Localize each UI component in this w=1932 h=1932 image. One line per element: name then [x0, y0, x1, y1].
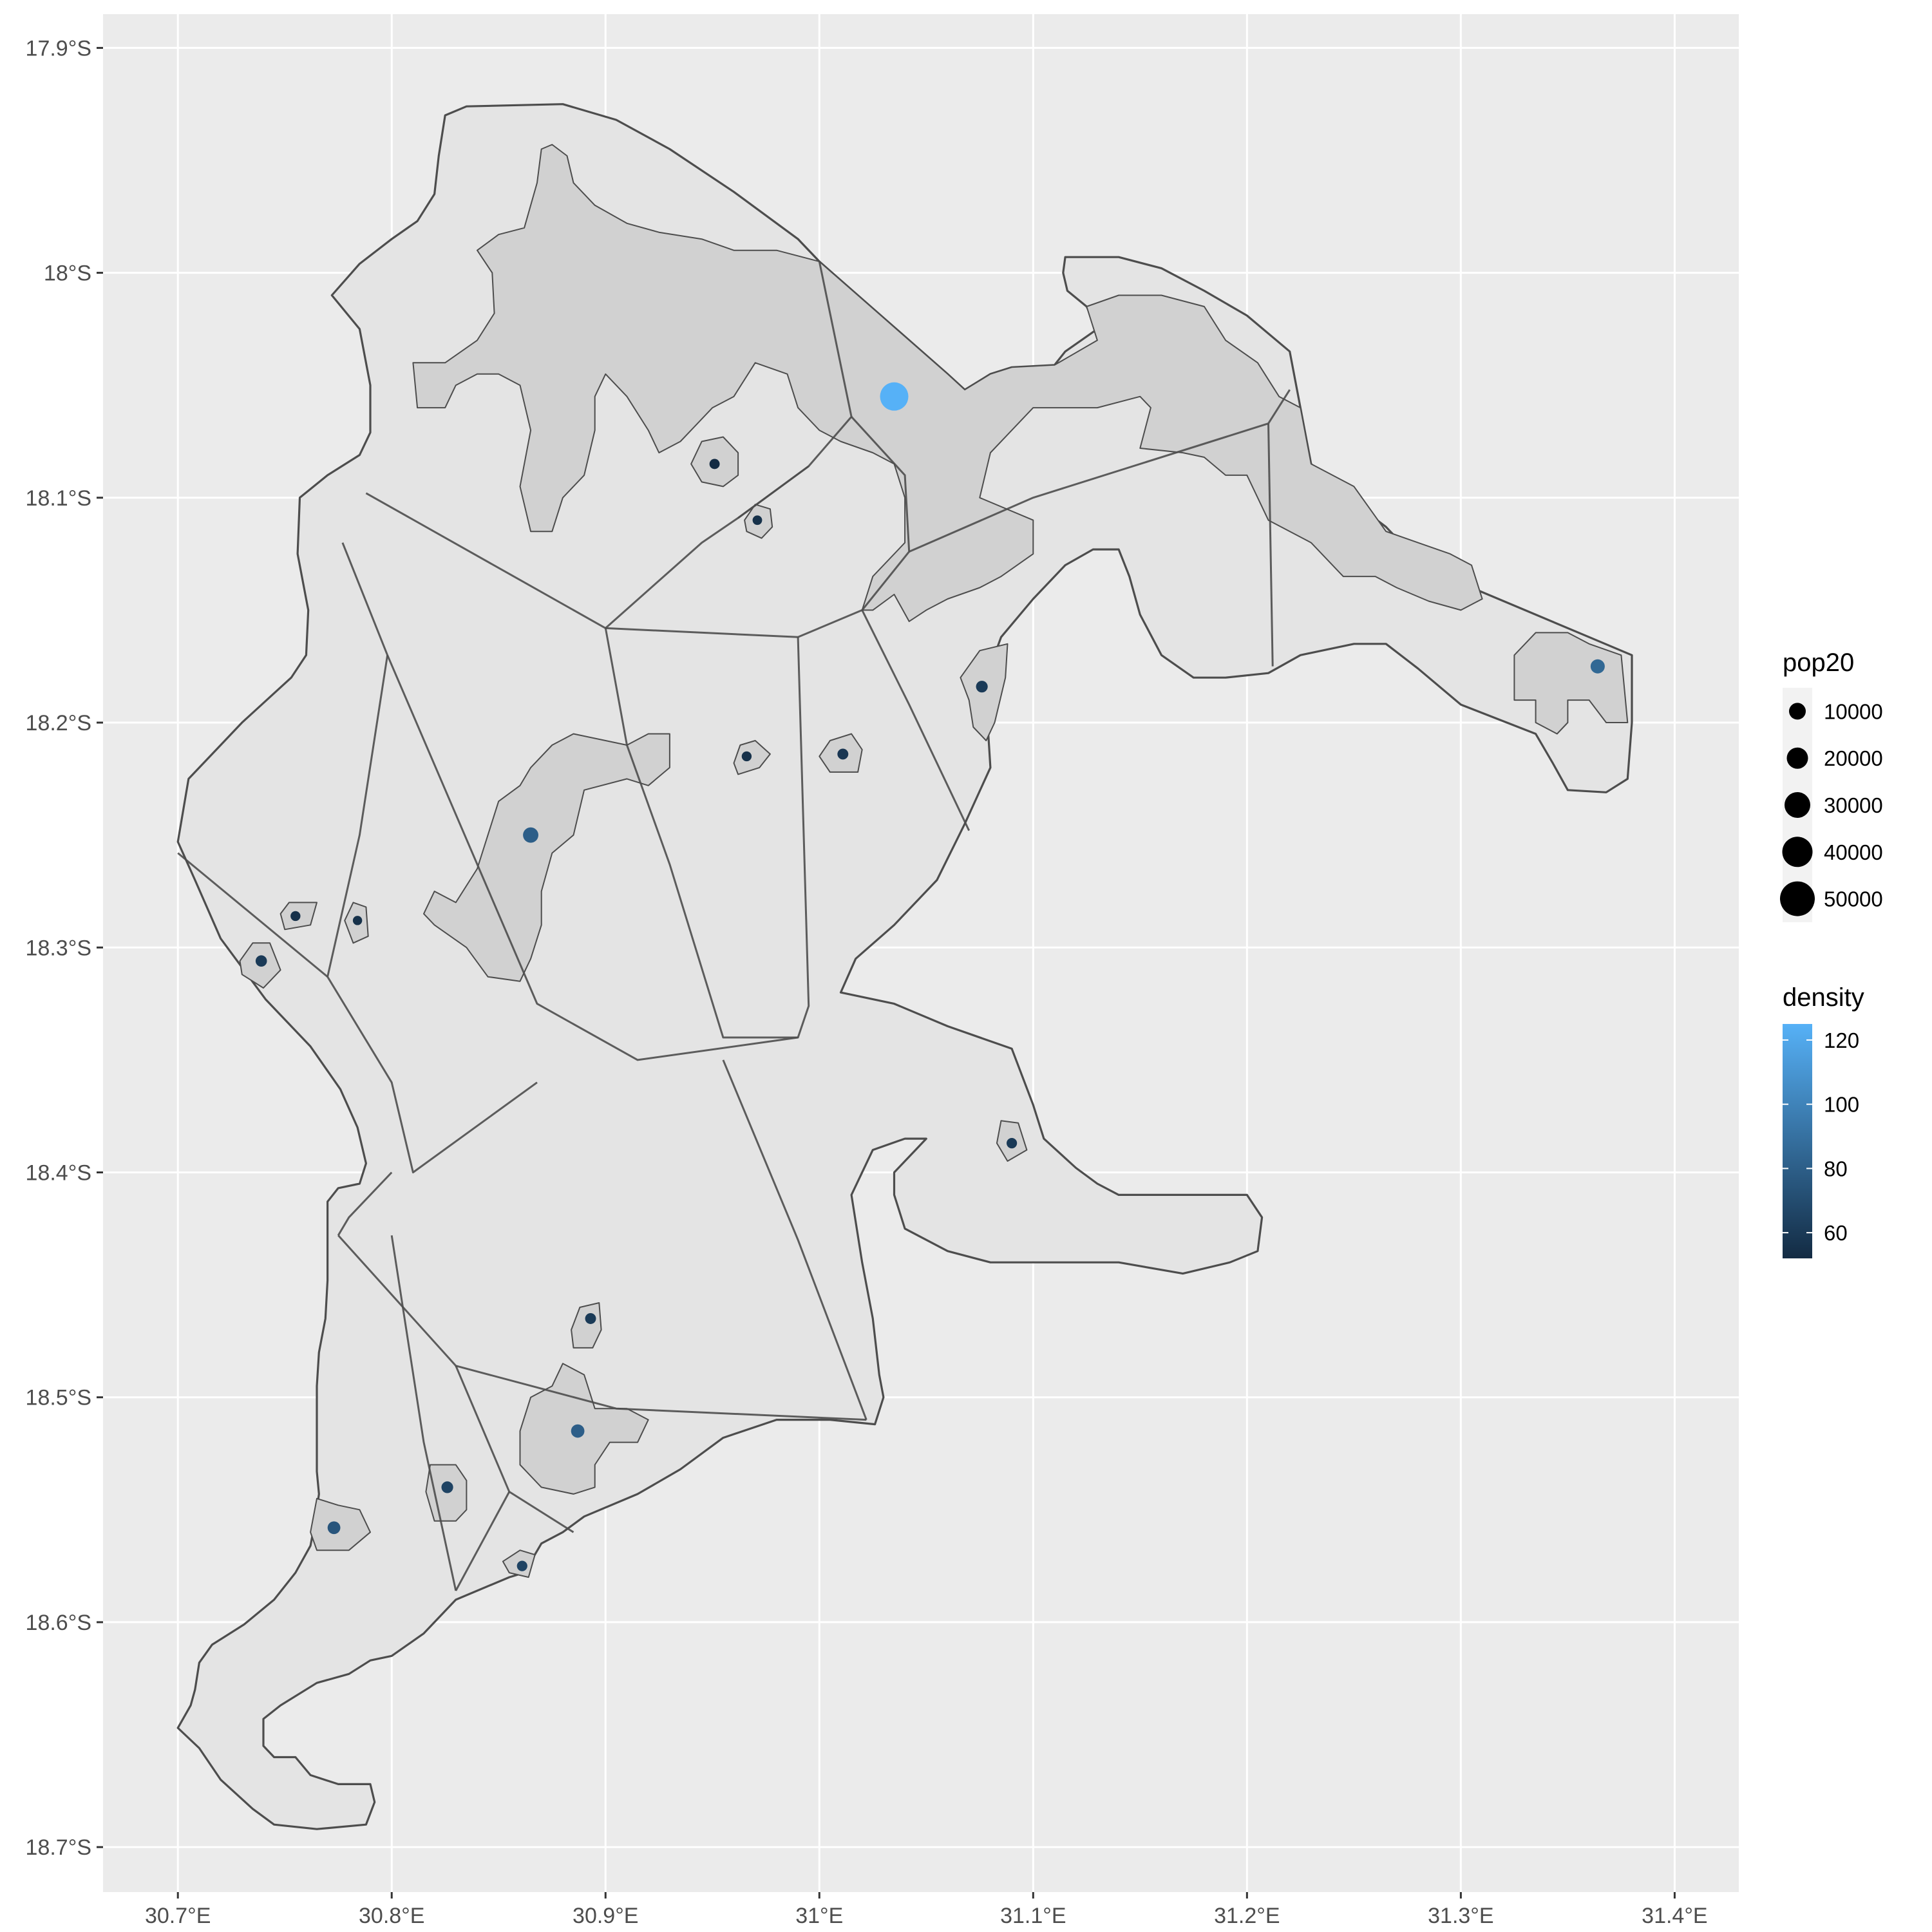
pop20-legend: pop20 10000 20000 30000 40000 50000: [1780, 649, 1883, 922]
population-point-1: [709, 459, 720, 469]
pop20-legend-label-1: 20000: [1824, 746, 1883, 770]
x-tick-label-6: 31.3°E: [1428, 1904, 1493, 1928]
pop20-legend-key-0: [1789, 703, 1806, 720]
settlement-3: [960, 643, 1009, 741]
y-tick-label-8: 18.7°S: [26, 1835, 91, 1860]
population-point-0: [880, 382, 909, 411]
density-legend-title: density: [1783, 983, 1864, 1012]
population-point-4: [1590, 659, 1605, 674]
y-tick-label-4: 18.3°S: [26, 936, 91, 960]
population-point-3: [976, 681, 988, 693]
settlement-14: [310, 1497, 371, 1551]
boundary-line-3: [850, 416, 911, 611]
population-points: [255, 382, 1605, 1571]
pop20-legend-label-3: 40000: [1824, 840, 1883, 864]
settlements-layer: [239, 144, 1629, 1578]
population-point-5: [741, 751, 752, 762]
density-legend: density 60 80 100 120: [1783, 983, 1864, 1258]
boundary-line-8: [604, 628, 799, 1039]
population-point-7: [523, 827, 538, 843]
settlement-4: [1513, 632, 1629, 735]
population-point-9: [352, 916, 363, 925]
population-point-2: [752, 515, 762, 526]
boundary-line-11: [722, 1059, 867, 1421]
pop20-legend-title: pop20: [1783, 649, 1854, 677]
axes: 30.7°E 30.8°E 30.9°E 31°E 31.1°E 31.2°E 31.3°E…: [26, 36, 1708, 1928]
pop20-legend-key-3: [1782, 837, 1813, 867]
pop20-legend-label-2: 30000: [1824, 793, 1883, 817]
boundary-line-4: [909, 389, 1291, 553]
pop20-legend-key-4: [1780, 881, 1815, 916]
population-point-14: [441, 1481, 453, 1493]
boundary-line-12: [337, 1171, 393, 1236]
y-tick-label-6: 18.5°S: [26, 1386, 91, 1410]
boundary-line-6: [861, 609, 971, 831]
pop20-legend-key-1: [1786, 747, 1808, 769]
density-legend-label-3: 120: [1824, 1028, 1859, 1052]
settlement-5: [733, 740, 771, 775]
settlement-11: [571, 1302, 602, 1349]
boundary-line-15: [390, 1235, 457, 1591]
boundary-line-10: [177, 852, 328, 978]
pop20-legend-label-0: 10000: [1824, 699, 1883, 723]
settlement-west-center: [423, 733, 670, 982]
y-tick-label-2: 18.1°S: [26, 486, 91, 511]
pop20-legend-label-4: 50000: [1824, 887, 1883, 911]
settlement-12: [519, 1363, 649, 1495]
boundary-line-16: [455, 1491, 511, 1591]
x-tick-label-0: 30.7°E: [145, 1904, 211, 1928]
density-colorbar: [1783, 1024, 1812, 1258]
x-tick-label-2: 30.9°E: [573, 1904, 638, 1928]
region-boundaries: [177, 238, 1291, 1591]
population-point-8: [290, 911, 301, 922]
population-point-13: [571, 1424, 585, 1438]
density-legend-label-0: 60: [1824, 1221, 1848, 1245]
density-legend-ticks: 60 80 100 120: [1783, 1028, 1859, 1245]
pop20-legend-keys: 10000 20000 30000 40000 50000: [1780, 699, 1883, 916]
population-point-10: [255, 955, 267, 967]
y-tick-label-5: 18.4°S: [26, 1160, 91, 1185]
x-tick-label-4: 31.1°E: [1000, 1904, 1066, 1928]
boundary-line-13: [337, 1235, 867, 1421]
population-point-12: [585, 1313, 596, 1324]
x-tick-label-1: 30.8°E: [359, 1904, 424, 1928]
x-tick-label-5: 31.2°E: [1214, 1904, 1280, 1928]
population-point-6: [837, 748, 849, 760]
y-tick-label-1: 18°S: [44, 261, 91, 286]
population-point-16: [516, 1560, 527, 1571]
population-point-11: [1007, 1137, 1018, 1149]
y-tick-label-3: 18.2°S: [26, 711, 91, 735]
boundary-line-0: [365, 492, 863, 638]
settlement-north-large: [412, 144, 1483, 622]
boundary-line-9: [327, 655, 538, 1173]
density-legend-label-1: 80: [1824, 1157, 1848, 1180]
x-tick-label-3: 31°E: [795, 1904, 843, 1928]
density-legend-label-2: 100: [1824, 1093, 1859, 1117]
y-tick-label-0: 17.9°S: [26, 36, 91, 61]
boundary-line-5: [1267, 423, 1274, 667]
population-point-15: [327, 1521, 341, 1535]
pop20-legend-key-2: [1785, 792, 1810, 818]
x-tick-label-7: 31.4°E: [1642, 1904, 1707, 1928]
boundary-line-2: [737, 238, 853, 519]
y-tick-label-7: 18.6°S: [26, 1611, 91, 1635]
